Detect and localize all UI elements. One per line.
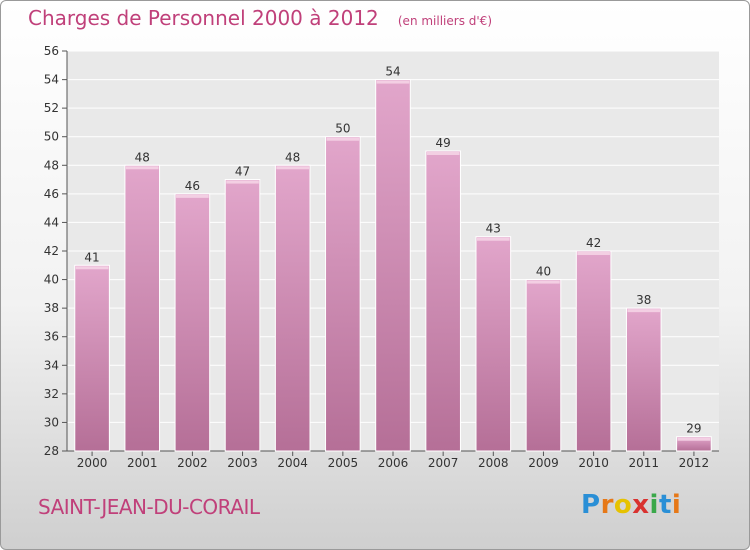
- bar-highlight: [376, 80, 410, 84]
- bar: [475, 236, 512, 452]
- x-tick-label: 2000: [77, 456, 108, 470]
- bar: [174, 193, 211, 452]
- data-label: 48: [285, 150, 300, 164]
- data-label: 49: [436, 136, 451, 150]
- data-label: 48: [135, 150, 150, 164]
- y-tick-label: 28: [44, 444, 59, 458]
- x-tick-label: 2012: [679, 456, 710, 470]
- bar-highlight: [677, 437, 711, 441]
- data-label: 40: [536, 265, 551, 279]
- data-label: 50: [335, 122, 350, 136]
- bar: [274, 164, 311, 452]
- data-label: 38: [636, 293, 651, 307]
- logo-letter: t: [658, 490, 672, 520]
- y-tick-label: 34: [44, 358, 59, 372]
- data-label: 29: [686, 422, 701, 436]
- bar-highlight: [527, 280, 560, 284]
- bar-highlight: [276, 166, 309, 170]
- data-label: 43: [486, 222, 501, 236]
- data-label: 42: [586, 236, 601, 250]
- data-label: 54: [385, 65, 400, 79]
- x-tick-label: 2002: [177, 456, 208, 470]
- y-tick-label: 48: [44, 158, 59, 172]
- bars: [74, 79, 712, 452]
- logo-letter: x: [632, 490, 650, 520]
- bar: [124, 164, 161, 452]
- bar-highlight: [75, 266, 109, 270]
- title-row: Charges de Personnel 2000 à 2012 (en mil…: [28, 6, 492, 30]
- chart-unit: (en milliers d'€): [397, 14, 492, 28]
- logo-letter: i: [649, 490, 659, 520]
- x-tick-label: 2001: [127, 456, 158, 470]
- y-tick-label: 54: [44, 73, 59, 87]
- y-tick-label: 50: [44, 130, 59, 144]
- y-tick-label: 52: [44, 101, 59, 115]
- y-tick-label: 30: [44, 415, 59, 429]
- x-tick-label: 2004: [277, 456, 308, 470]
- x-tick-label: 2008: [478, 456, 509, 470]
- y-tick-label: 46: [44, 187, 59, 201]
- x-tick-labels: 2000 2001 2002 2003 2004 2005 2006 2007 2008 2009…: [77, 456, 709, 470]
- y-tick-label: 40: [44, 273, 59, 287]
- bar: [425, 150, 461, 452]
- bar: [224, 179, 261, 452]
- y-tick-label: 36: [44, 330, 59, 344]
- x-tick-label: 2006: [378, 456, 409, 470]
- proxiti-logo: Proxiti: [581, 490, 681, 520]
- bar-highlight: [326, 137, 360, 141]
- logo-letter: P: [581, 490, 601, 520]
- x-tick-label: 2003: [227, 456, 258, 470]
- data-label: 46: [185, 179, 200, 193]
- y-tick-label: 44: [44, 215, 59, 229]
- bar: [325, 136, 361, 452]
- bar: [375, 79, 411, 452]
- bar-highlight: [125, 166, 159, 170]
- y-tick-label: 56: [44, 44, 59, 58]
- y-tick-label: 32: [44, 387, 59, 401]
- place-name: SAINT-JEAN-DU-CORAIL: [38, 495, 260, 519]
- data-label: 41: [84, 250, 99, 264]
- chart-title: Charges de Personnel 2000 à 2012: [28, 6, 379, 30]
- x-tick-label: 2007: [428, 456, 459, 470]
- logo-letter: i: [671, 490, 682, 520]
- bar: [575, 250, 612, 452]
- bar: [74, 264, 110, 452]
- y-tick-label: 42: [44, 244, 59, 258]
- data-label: 47: [235, 165, 250, 179]
- bar-highlight: [426, 152, 460, 155]
- bar: [525, 279, 562, 452]
- x-tick-label: 2010: [578, 456, 609, 470]
- bar-highlight: [226, 180, 259, 184]
- x-tick-label: 2005: [328, 456, 359, 470]
- x-tick-label: 2011: [628, 456, 659, 470]
- bar-highlight: [627, 309, 661, 313]
- x-tick-label: 2009: [528, 456, 559, 470]
- data-labels: 41 48 46 47 48 50 54 49 43 40 42 38 29: [84, 65, 701, 436]
- bar-highlight: [577, 252, 610, 255]
- y-tick-label: 38: [44, 301, 59, 315]
- logo-letter: o: [613, 490, 633, 520]
- logo-letter: r: [600, 490, 614, 520]
- bar: [625, 307, 662, 452]
- bar-highlight: [477, 237, 510, 241]
- y-tick-labels: 28 30 32 34 36 38 40 42 44 46 48 50 52 54 56: [44, 44, 59, 458]
- bar-highlight: [176, 194, 209, 198]
